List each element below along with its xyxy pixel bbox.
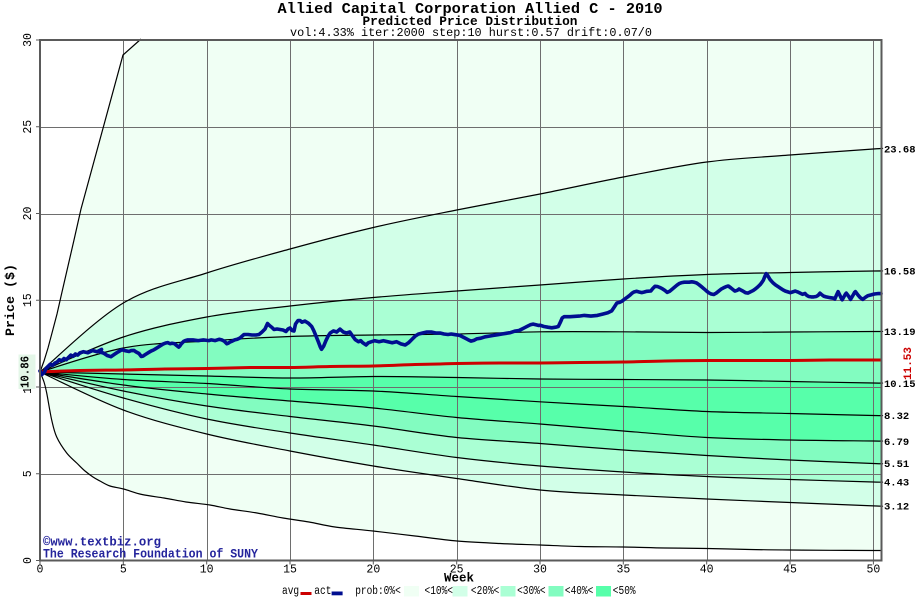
svg-text:20: 20 (366, 564, 380, 577)
svg-text:45: 45 (783, 564, 797, 577)
svg-text:35: 35 (616, 564, 630, 577)
svg-text:15: 15 (283, 564, 297, 577)
svg-text:50: 50 (866, 564, 880, 577)
svg-text:20: 20 (22, 207, 35, 221)
svg-text:30: 30 (533, 564, 547, 577)
svg-text:8.32: 8.32 (884, 411, 909, 423)
svg-text:<50%: <50% (613, 585, 636, 598)
svg-text:10: 10 (200, 564, 214, 577)
svg-text:5.51: 5.51 (884, 459, 909, 471)
svg-text:<40%<: <40%< (565, 585, 594, 598)
svg-text:15: 15 (22, 293, 35, 307)
svg-text:vol:4.33% iter:2000 step:10 hu: vol:4.33% iter:2000 step:10 hurst:0.57 d… (290, 27, 652, 40)
svg-text:0: 0 (37, 564, 44, 577)
svg-text:Week: Week (444, 571, 474, 586)
svg-text:The Research Foundation of SUN: The Research Foundation of SUNY (43, 548, 258, 562)
svg-text:<30%<: <30%< (517, 585, 546, 598)
svg-text:Allied Capital Corporation All: Allied Capital Corporation Allied C - 20… (278, 2, 663, 18)
svg-text:13.19: 13.19 (884, 327, 916, 339)
svg-text:25: 25 (22, 120, 35, 134)
svg-text:act: act (314, 585, 331, 598)
svg-text:<20%<: <20%< (471, 585, 500, 598)
svg-text:6.79: 6.79 (884, 437, 909, 449)
svg-text:Predicted Price Distribution: Predicted Price Distribution (363, 15, 578, 29)
svg-text:11.53: 11.53 (903, 347, 915, 380)
svg-text:30: 30 (22, 33, 35, 47)
svg-text:0: 0 (22, 557, 35, 564)
svg-text:16.58: 16.58 (884, 267, 916, 279)
svg-text:40: 40 (700, 564, 714, 577)
svg-text:10.15: 10.15 (884, 379, 916, 391)
svg-text:23.68: 23.68 (884, 145, 916, 157)
svg-text:5: 5 (22, 470, 35, 477)
svg-text:25: 25 (450, 564, 464, 577)
svg-text:10.86: 10.86 (20, 356, 33, 388)
svg-text:avg: avg (282, 585, 299, 598)
svg-text:5: 5 (120, 564, 127, 577)
svg-text:<10%<: <10%< (425, 585, 454, 598)
svg-text:Price ($): Price ($) (3, 264, 18, 336)
svg-text:prob:0%<: prob:0%< (355, 585, 401, 598)
svg-text:3.12: 3.12 (884, 501, 909, 513)
svg-text:4.43: 4.43 (884, 478, 909, 490)
svg-text:©www.textbiz.org: ©www.textbiz.org (43, 535, 161, 550)
